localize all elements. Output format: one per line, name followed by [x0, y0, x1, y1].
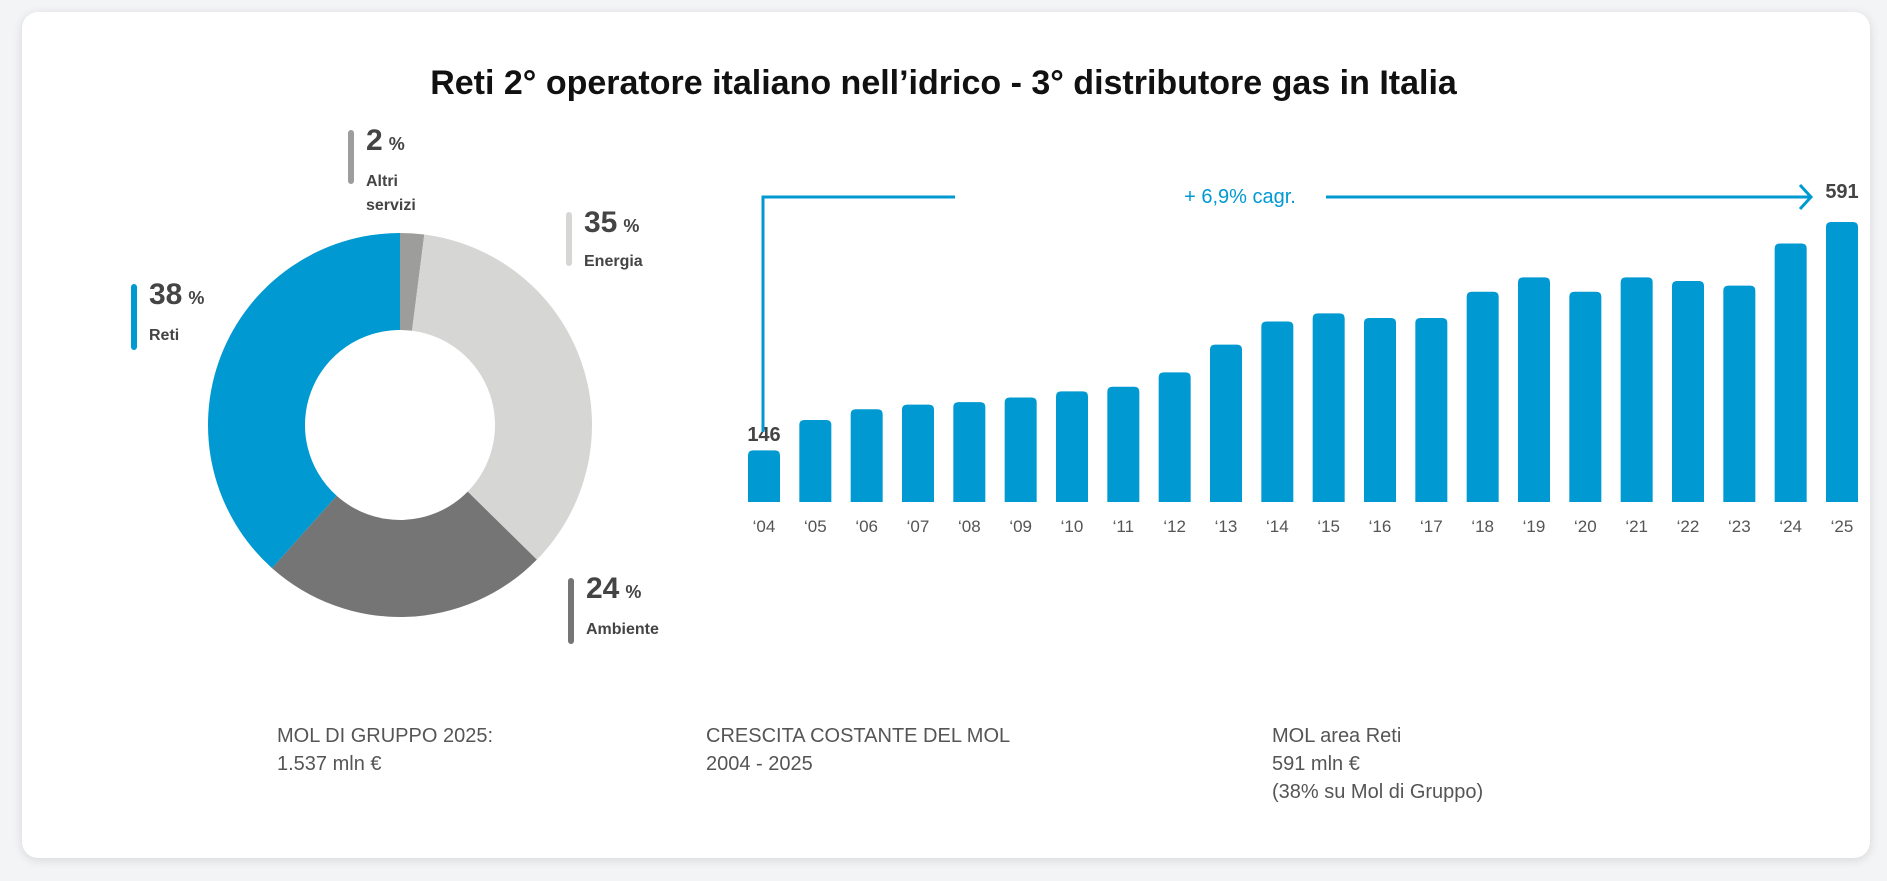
x-tick-label: ‘19	[1523, 517, 1546, 536]
legend-bar	[348, 130, 354, 184]
slice-value: 2	[366, 124, 383, 157]
donut-slice-energia	[412, 234, 592, 560]
legend-bar	[568, 578, 574, 644]
percent-unit: %	[623, 216, 640, 236]
x-tick-label: ‘04	[753, 517, 776, 536]
footer-line: 591 mln €	[1272, 753, 1360, 775]
bar	[1261, 321, 1294, 502]
chart-card	[22, 12, 1870, 858]
bar	[1774, 243, 1807, 503]
slice-value: 35	[584, 206, 618, 239]
x-tick-label: ‘09	[1009, 517, 1032, 536]
bar	[1004, 397, 1037, 502]
bar	[902, 404, 934, 502]
x-tick-label: ‘23	[1728, 517, 1751, 536]
bar-chart: ‘04 ‘05 ‘06 ‘07 ‘08 ‘09 ‘10 ‘11 ‘12 ‘13 ‘14 ‘15 ‘16 ‘…	[747, 181, 1858, 536]
bar	[1569, 291, 1602, 502]
x-tick-label: ‘20	[1574, 517, 1597, 536]
x-tick-label: ‘15	[1317, 517, 1340, 536]
footer-line: 1.537 mln €	[277, 753, 382, 775]
footer-line: MOL area Reti	[1272, 725, 1402, 747]
x-tick-label: ‘07	[907, 517, 930, 536]
x-tick-label: ‘24	[1779, 517, 1802, 536]
x-tick-label: ‘10	[1061, 517, 1084, 536]
footer-mol-reti: MOL area Reti 591 mln € (38% su Mol di G…	[1272, 722, 1483, 806]
x-tick-label: ‘06	[855, 517, 878, 536]
slice-label: Ambiente	[586, 621, 659, 638]
bar	[1056, 391, 1088, 502]
bar	[1158, 372, 1191, 502]
bar	[1210, 344, 1242, 502]
x-tick-label: ‘25	[1831, 517, 1854, 536]
bar	[1518, 277, 1550, 502]
bar	[1620, 277, 1653, 502]
percent-unit: %	[188, 288, 205, 308]
bar	[953, 402, 986, 502]
bar	[1312, 313, 1345, 502]
x-tick-label: ‘12	[1163, 517, 1186, 536]
x-tick-label: ‘17	[1420, 517, 1443, 536]
cagr-annotation: + 6,9% cagr.	[1184, 186, 1296, 208]
bar	[850, 409, 883, 502]
x-tick-label: ‘13	[1215, 517, 1238, 536]
legend-bar	[566, 212, 572, 266]
legend-bar	[131, 284, 137, 350]
footer-line: 2004 - 2025	[706, 753, 813, 775]
chart-title: Reti 2° operatore italiano nell’idrico -…	[430, 64, 1457, 102]
slice-value: 38	[149, 278, 183, 311]
bar	[1672, 281, 1704, 502]
x-tick-label: ‘16	[1369, 517, 1392, 536]
slice-label: Altri servizi	[366, 173, 416, 214]
percent-unit: %	[625, 582, 642, 602]
bar	[1415, 317, 1448, 502]
donut-slice-altri-servizi	[400, 233, 425, 331]
cagr-bracket-line	[761, 195, 955, 432]
arrow-head-icon	[1798, 183, 1814, 211]
x-tick-label: ‘11	[1113, 517, 1134, 536]
footer-crescita: CRESCITA COSTANTE DEL MOL 2004 - 2025	[706, 722, 1010, 778]
x-tick-label: ‘18	[1471, 517, 1494, 536]
x-tick-label: ‘08	[958, 517, 981, 536]
percent-unit: %	[388, 134, 405, 154]
donut-slice-ambiente	[271, 491, 537, 617]
footer-mol-gruppo: MOL DI GRUPPO 2025: 1.537 mln €	[277, 722, 493, 778]
bar	[1107, 386, 1140, 502]
x-tick-label: ‘05	[804, 517, 827, 536]
data-label-first: 146	[747, 424, 780, 446]
bar	[748, 450, 780, 502]
footer-line: (38% su Mol di Gruppo)	[1272, 781, 1484, 803]
bar	[799, 420, 832, 502]
bar	[1466, 291, 1499, 502]
slice-value: 24	[586, 572, 620, 605]
bar	[1723, 285, 1756, 502]
donut-chart	[208, 233, 592, 617]
slice-label: Energia	[584, 253, 643, 270]
bar	[1364, 317, 1396, 502]
slice-label: Reti	[149, 327, 180, 344]
donut-slice-reti	[208, 233, 400, 569]
x-tick-label: ‘14	[1266, 517, 1289, 536]
footer-line: MOL DI GRUPPO 2025:	[277, 725, 493, 747]
footer-line: CRESCITA COSTANTE DEL MOL	[706, 725, 1011, 747]
bar	[1826, 222, 1858, 502]
data-label-last: 591	[1825, 181, 1858, 203]
x-tick-label: ‘22	[1677, 517, 1700, 536]
x-tick-label: ‘21	[1625, 517, 1648, 536]
